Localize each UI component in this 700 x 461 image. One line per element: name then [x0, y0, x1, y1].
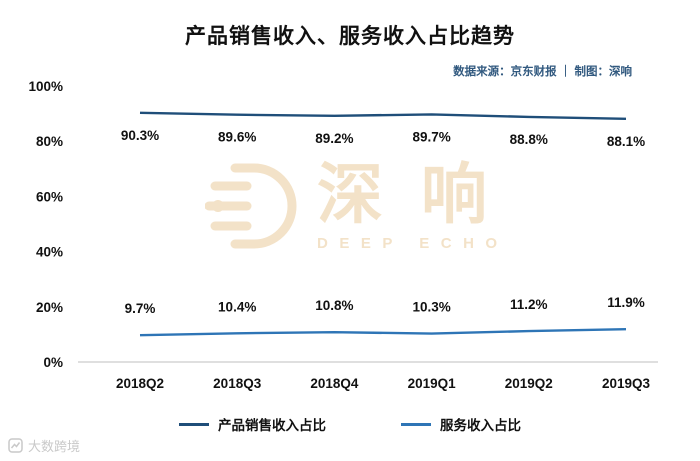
- data-label: 10.8%: [315, 298, 353, 313]
- legend-item: 服务收入占比: [401, 414, 521, 434]
- footer-watermark-label: 大数跨境: [28, 439, 81, 454]
- y-tick-label: 40%: [36, 245, 63, 260]
- data-label: 11.9%: [607, 295, 645, 310]
- x-tick-label: 2019Q3: [602, 376, 651, 391]
- y-tick-label: 20%: [36, 300, 63, 315]
- data-label: 10.4%: [218, 299, 256, 314]
- legend-label: 产品销售收入占比: [218, 418, 326, 433]
- footer-watermark: 大数跨境: [8, 436, 80, 455]
- data-label: 10.3%: [412, 300, 450, 315]
- data-label: 88.8%: [510, 132, 548, 147]
- legend-item: 产品销售收入占比: [179, 414, 326, 434]
- source-note: 数据来源：京东财报 ｜ 制图：深响: [453, 66, 632, 78]
- data-label: 11.2%: [510, 297, 548, 312]
- x-tick-label: 2018Q3: [213, 376, 262, 391]
- data-label: 90.3%: [121, 128, 159, 143]
- data-label: 88.1%: [607, 134, 645, 149]
- chart-legend: 产品销售收入占比 服务收入占比: [0, 414, 700, 434]
- data-label: 9.7%: [125, 301, 156, 316]
- x-tick-label: 2019Q2: [505, 376, 553, 391]
- series-line: [139, 111, 627, 121]
- x-tick-label: 2018Q4: [310, 376, 359, 391]
- data-label: 89.2%: [315, 131, 353, 146]
- footer-watermark-icon: [8, 438, 23, 453]
- y-tick-label: 0%: [43, 355, 63, 370]
- legend-swatch: [179, 422, 209, 426]
- x-tick-label: 2019Q1: [408, 376, 457, 391]
- y-tick-label: 100%: [28, 79, 63, 94]
- legend-swatch: [401, 422, 431, 426]
- data-label: 89.7%: [412, 129, 450, 144]
- y-tick-label: 80%: [36, 134, 63, 149]
- x-tick-label: 2018Q2: [116, 376, 164, 391]
- data-label: 89.6%: [218, 130, 256, 145]
- page-title: 产品销售收入、服务收入占比趋势: [185, 25, 515, 48]
- series-line: [139, 327, 627, 337]
- legend-label: 服务收入占比: [440, 418, 521, 433]
- y-tick-label: 60%: [36, 189, 63, 204]
